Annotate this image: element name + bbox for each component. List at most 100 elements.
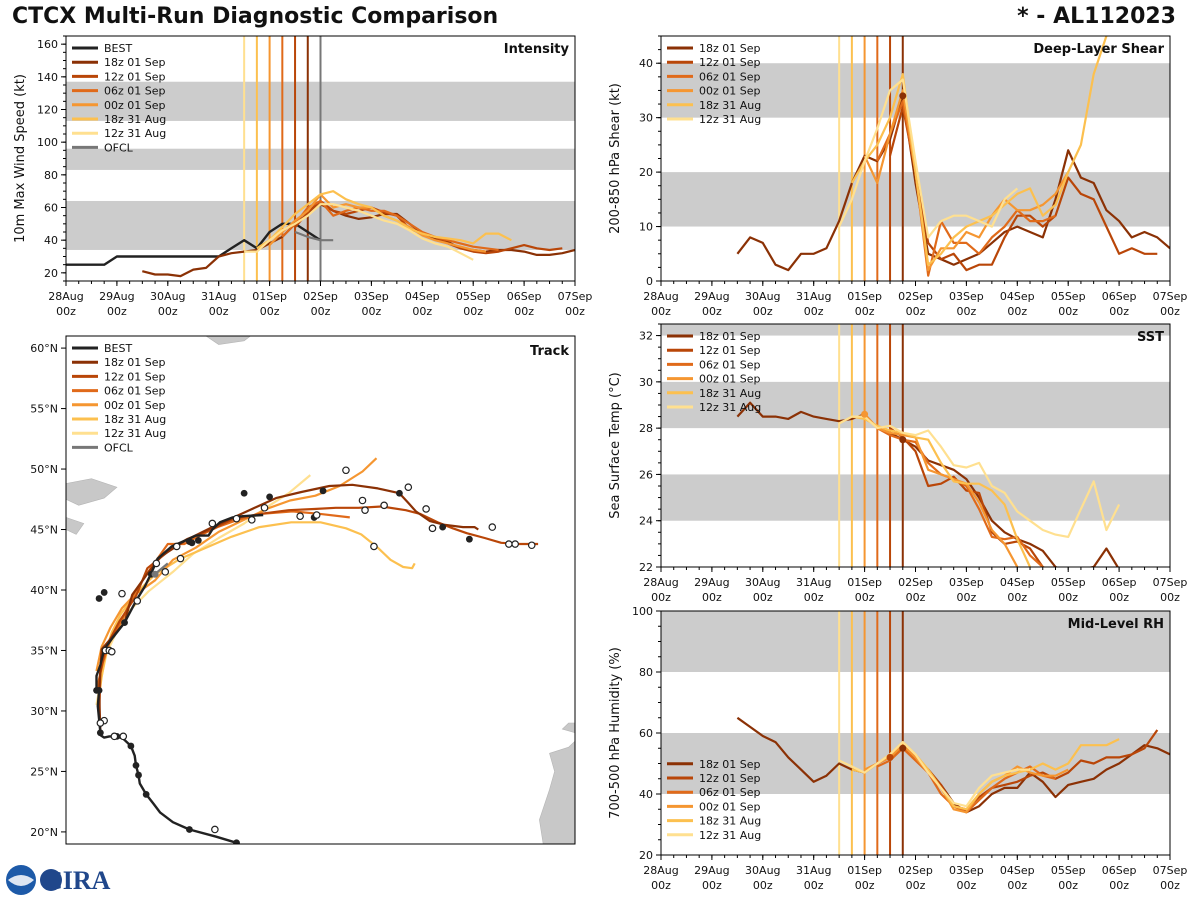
sst-xtick-label-date: 07Sep bbox=[1153, 576, 1188, 589]
rh-marker-12z-01-sep bbox=[886, 753, 894, 761]
sst-xtick-label-hour: 00z bbox=[957, 591, 977, 604]
sst-xtick-label-date: 28Aug bbox=[643, 576, 678, 589]
track-marker-open bbox=[260, 503, 269, 512]
track-marker-filled bbox=[127, 742, 135, 750]
sst-xtick-label-hour: 00z bbox=[906, 591, 926, 604]
sst-xtick-label-date: 29Aug bbox=[694, 576, 729, 589]
shear-series-12z-31-aug bbox=[838, 78, 1019, 239]
track-ytick-label: 50°N bbox=[30, 463, 58, 476]
legend-label-06z-01-sep: 06z 01 Sep bbox=[104, 385, 166, 398]
shear-xtick-label-date: 04Sep bbox=[1000, 290, 1035, 303]
track-marker-open bbox=[211, 825, 219, 834]
sst-xtick-label-hour: 00z bbox=[1160, 591, 1180, 604]
sst-panel: 22 24 26 28 30 32 28Aug 00z 29Aug 00z 30Aug 00z 31Au… bbox=[608, 323, 1188, 604]
legend-label-18z-01-sep: 18z 01 Sep bbox=[699, 330, 761, 343]
shear-ytick-label: 10 bbox=[639, 221, 653, 234]
intensity-ytick-label: 80 bbox=[44, 169, 58, 182]
page-title: CTCX Multi-Run Diagnostic Comparison bbox=[12, 4, 499, 29]
shear-series-00z-01-sep bbox=[863, 89, 1070, 272]
track-series-00z-01-sep bbox=[95, 457, 378, 672]
intensity-series-12z-31-aug bbox=[244, 203, 474, 261]
rh-series-00z-01-sep bbox=[864, 744, 1069, 814]
shear-panel-title: Deep-Layer Shear bbox=[1033, 42, 1164, 57]
intensity-xtick-label-hour: 00z bbox=[565, 305, 585, 318]
legend-label-18z-31-aug: 18z 31 Aug bbox=[104, 413, 166, 426]
track-marker-open bbox=[152, 559, 161, 568]
legend-label-18z-01-sep: 18z 01 Sep bbox=[104, 56, 166, 69]
intensity-xtick-label-date: 07Sep bbox=[558, 290, 593, 303]
legend-label-12z-31-aug: 12z 31 Aug bbox=[699, 113, 761, 126]
shear-xtick-label-date: 06Sep bbox=[1102, 290, 1137, 303]
track-marker-filled bbox=[233, 839, 240, 844]
intensity-xtick-label-hour: 00z bbox=[362, 305, 382, 318]
rh-marker-18z-01-sep bbox=[899, 744, 907, 752]
legend-label-00z-01-sep: 00z 01 Sep bbox=[104, 99, 166, 112]
intensity-xtick-label-hour: 00z bbox=[514, 305, 534, 318]
rh-panel-title: Mid-Level RH bbox=[1068, 617, 1164, 632]
land-polygon bbox=[539, 740, 575, 844]
intensity-xtick-label-date: 03Sep bbox=[354, 290, 389, 303]
track-ytick-label: 20°N bbox=[30, 826, 58, 839]
intensity-xtick-label-date: 01Sep bbox=[252, 290, 287, 303]
shear-ytick-label: 20 bbox=[639, 166, 653, 179]
rh-xtick-label-hour: 00z bbox=[702, 879, 722, 892]
track-marker-open bbox=[247, 516, 256, 524]
legend-label-06z-01-sep: 06z 01 Sep bbox=[699, 358, 761, 371]
legend-label-18z-01-sep: 18z 01 Sep bbox=[699, 758, 761, 771]
sst-shaded-band bbox=[661, 324, 1170, 336]
intensity-xtick-label-hour: 00z bbox=[463, 305, 483, 318]
rh-ytick-label: 100 bbox=[632, 605, 653, 618]
sst-xtick-label-hour: 00z bbox=[1109, 591, 1129, 604]
intensity-ytick-label: 20 bbox=[44, 267, 58, 280]
intensity-xtick-label-hour: 00z bbox=[260, 305, 280, 318]
sst-ytick-label: 32 bbox=[639, 330, 653, 343]
shear-xtick-label-hour: 00z bbox=[651, 305, 671, 318]
track-map-area bbox=[66, 336, 575, 844]
sst-series-12z-31-aug bbox=[838, 415, 1121, 538]
track-marker-open bbox=[505, 540, 513, 548]
shear-xtick-label-date: 01Sep bbox=[847, 290, 882, 303]
track-marker-filled bbox=[319, 487, 327, 495]
shear-xtick-label-hour: 00z bbox=[753, 305, 773, 318]
legend-label-00z-01-sep: 00z 01 Sep bbox=[104, 399, 166, 412]
shear-marker-18z-01-sep bbox=[899, 92, 907, 100]
rh-ylabel: 700-500 hPa Humidity (%) bbox=[608, 647, 623, 819]
track-marker-open bbox=[404, 483, 413, 491]
track-panel-title: Track bbox=[530, 344, 569, 359]
track-marker-filled bbox=[186, 826, 193, 833]
intensity-xtick-label-hour: 00z bbox=[412, 305, 432, 318]
land-polygon bbox=[561, 722, 575, 734]
sst-series-18z-31-aug bbox=[851, 415, 1032, 567]
intensity-ytick-label: 40 bbox=[44, 234, 58, 247]
land-polygon bbox=[66, 517, 85, 535]
track-marker-open bbox=[108, 647, 116, 656]
rh-xtick-label-date: 31Aug bbox=[796, 864, 831, 877]
intensity-xtick-label-hour: 00z bbox=[209, 305, 229, 318]
cira-logo-text: CIRA bbox=[44, 866, 111, 895]
rh-xtick-label-hour: 00z bbox=[855, 879, 875, 892]
track-marker-open bbox=[312, 511, 321, 519]
rh-xtick-label-date: 29Aug bbox=[694, 864, 729, 877]
shear-series-06z-01-sep bbox=[876, 100, 1056, 277]
rh-panel: 20 40 60 80 100 28Aug 00z 29Aug 00z 30Aug 00z 31Aug… bbox=[608, 605, 1187, 892]
sst-xtick-label-date: 06Sep bbox=[1102, 576, 1137, 589]
rh-xtick-label-date: 28Aug bbox=[643, 864, 678, 877]
sst-xtick-label-date: 31Aug bbox=[796, 576, 831, 589]
sst-ytick-label: 30 bbox=[639, 376, 653, 389]
sst-ytick-label: 22 bbox=[639, 561, 653, 574]
track-marker-filled bbox=[240, 489, 248, 497]
track-marker-open bbox=[118, 589, 126, 598]
land-polygon bbox=[66, 478, 118, 506]
sst-ylabel: Sea Surface Temp (°C) bbox=[608, 372, 623, 519]
rh-ytick-label: 20 bbox=[639, 849, 653, 862]
legend-label-18z-31-aug: 18z 31 Aug bbox=[699, 387, 761, 400]
shear-xtick-label-hour: 00z bbox=[702, 305, 722, 318]
rh-xtick-label-hour: 00z bbox=[651, 879, 671, 892]
legend-label-12z-31-aug: 12z 31 Aug bbox=[104, 427, 166, 440]
sst-ytick-label: 26 bbox=[639, 468, 653, 481]
track-marker-open bbox=[342, 466, 350, 475]
track-marker-ofcl bbox=[151, 570, 159, 578]
track-series-18z-01-sep bbox=[98, 483, 479, 733]
legend-label-12z-01-sep: 12z 01 Sep bbox=[104, 70, 166, 83]
